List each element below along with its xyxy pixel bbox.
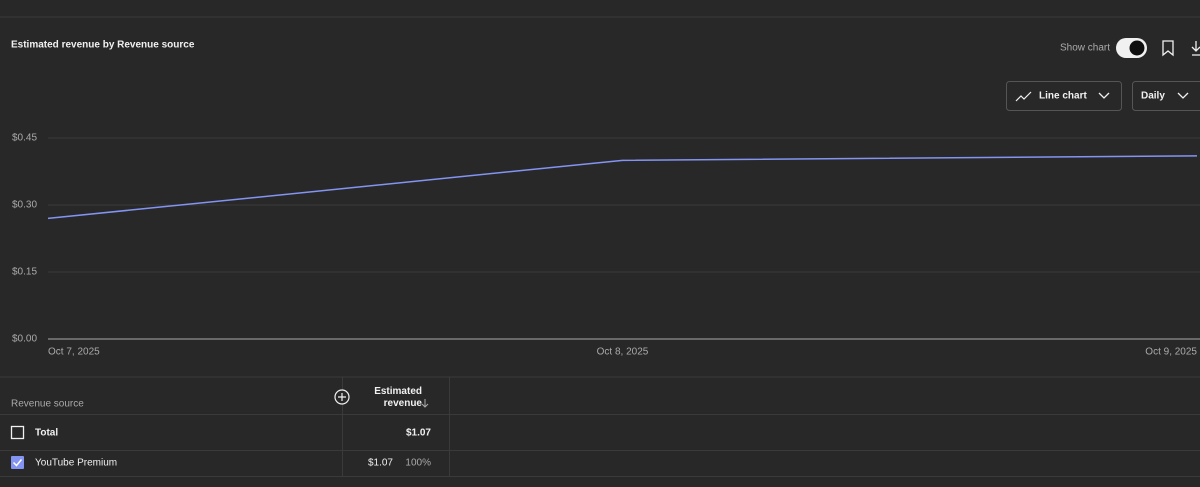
y-tick-label: $0.30 (12, 200, 37, 211)
bookmark-icon[interactable] (1162, 40, 1174, 57)
checkbox[interactable] (11, 456, 24, 469)
interval-button[interactable]: Daily (1132, 81, 1200, 111)
row-label: Total (35, 428, 58, 439)
column-header: Revenue source (11, 399, 84, 410)
chart-type-label: Line chart (1039, 91, 1087, 102)
y-tick-label: $0.45 (12, 133, 37, 144)
x-tick-label: Oct 8, 2025 (597, 347, 649, 358)
x-tick-label: Oct 7, 2025 (48, 347, 100, 358)
cell-percent: 100% (405, 458, 431, 469)
cell-value: $1.07 (368, 458, 393, 469)
toggle[interactable] (1116, 38, 1147, 58)
add-column-icon[interactable] (334, 389, 350, 405)
y-tick-label: $0.15 (12, 267, 37, 278)
x-tick-label: Oct 9, 2025 (1145, 347, 1197, 358)
checkbox[interactable] (10, 425, 25, 440)
cell-value: $1.07 (406, 428, 431, 439)
interval-label: Daily (1141, 91, 1165, 102)
chart-type-button[interactable]: Line chart (1006, 81, 1122, 111)
download-icon[interactable] (1191, 41, 1200, 56)
row-label: YouTube Premium (35, 458, 117, 469)
line-series (47, 155, 1198, 220)
sort-icon[interactable] (421, 399, 429, 408)
y-tick-label: $0.00 (12, 334, 37, 345)
column-header: Estimated revenue (374, 386, 422, 409)
show-chart-label: Show chart (1060, 43, 1110, 54)
panel-title: Estimated revenue by Revenue source (11, 40, 195, 51)
